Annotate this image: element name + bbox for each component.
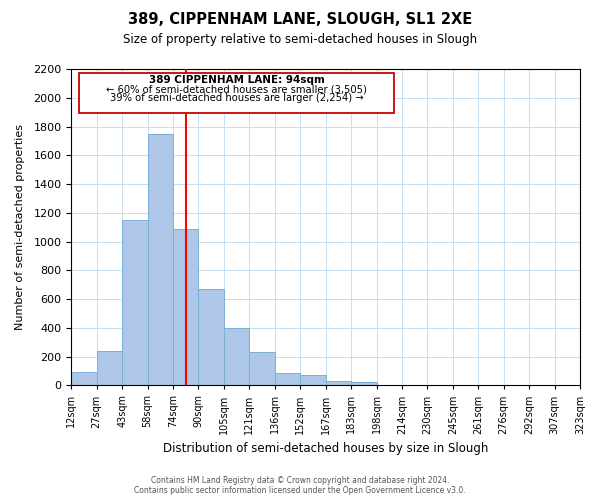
Y-axis label: Number of semi-detached properties: Number of semi-detached properties (15, 124, 25, 330)
Bar (300, 375, 326, 386)
Text: Contains HM Land Registry data © Crown copyright and database right 2024.
Contai: Contains HM Land Registry data © Crown c… (134, 476, 466, 495)
Bar (275, 373, 300, 386)
Bar (250, 352, 275, 386)
Text: 389 CIPPENHAM LANE: 94sqm: 389 CIPPENHAM LANE: 94sqm (149, 76, 325, 86)
Bar (326, 381, 351, 386)
Bar (122, 220, 148, 386)
Bar (351, 382, 377, 386)
Text: ← 60% of semi-detached houses are smaller (3,505): ← 60% of semi-detached houses are smalle… (106, 84, 367, 94)
Bar (199, 289, 224, 386)
Bar (97, 351, 122, 386)
Text: 39% of semi-detached houses are larger (2,254) →: 39% of semi-detached houses are larger (… (110, 92, 364, 102)
X-axis label: Distribution of semi-detached houses by size in Slough: Distribution of semi-detached houses by … (163, 442, 488, 455)
Bar (173, 228, 199, 386)
Bar (71, 372, 97, 386)
Text: Size of property relative to semi-detached houses in Slough: Size of property relative to semi-detach… (123, 32, 477, 46)
FancyBboxPatch shape (79, 72, 394, 113)
Text: 389, CIPPENHAM LANE, SLOUGH, SL1 2XE: 389, CIPPENHAM LANE, SLOUGH, SL1 2XE (128, 12, 472, 28)
Bar (148, 134, 173, 386)
Bar (224, 328, 250, 386)
